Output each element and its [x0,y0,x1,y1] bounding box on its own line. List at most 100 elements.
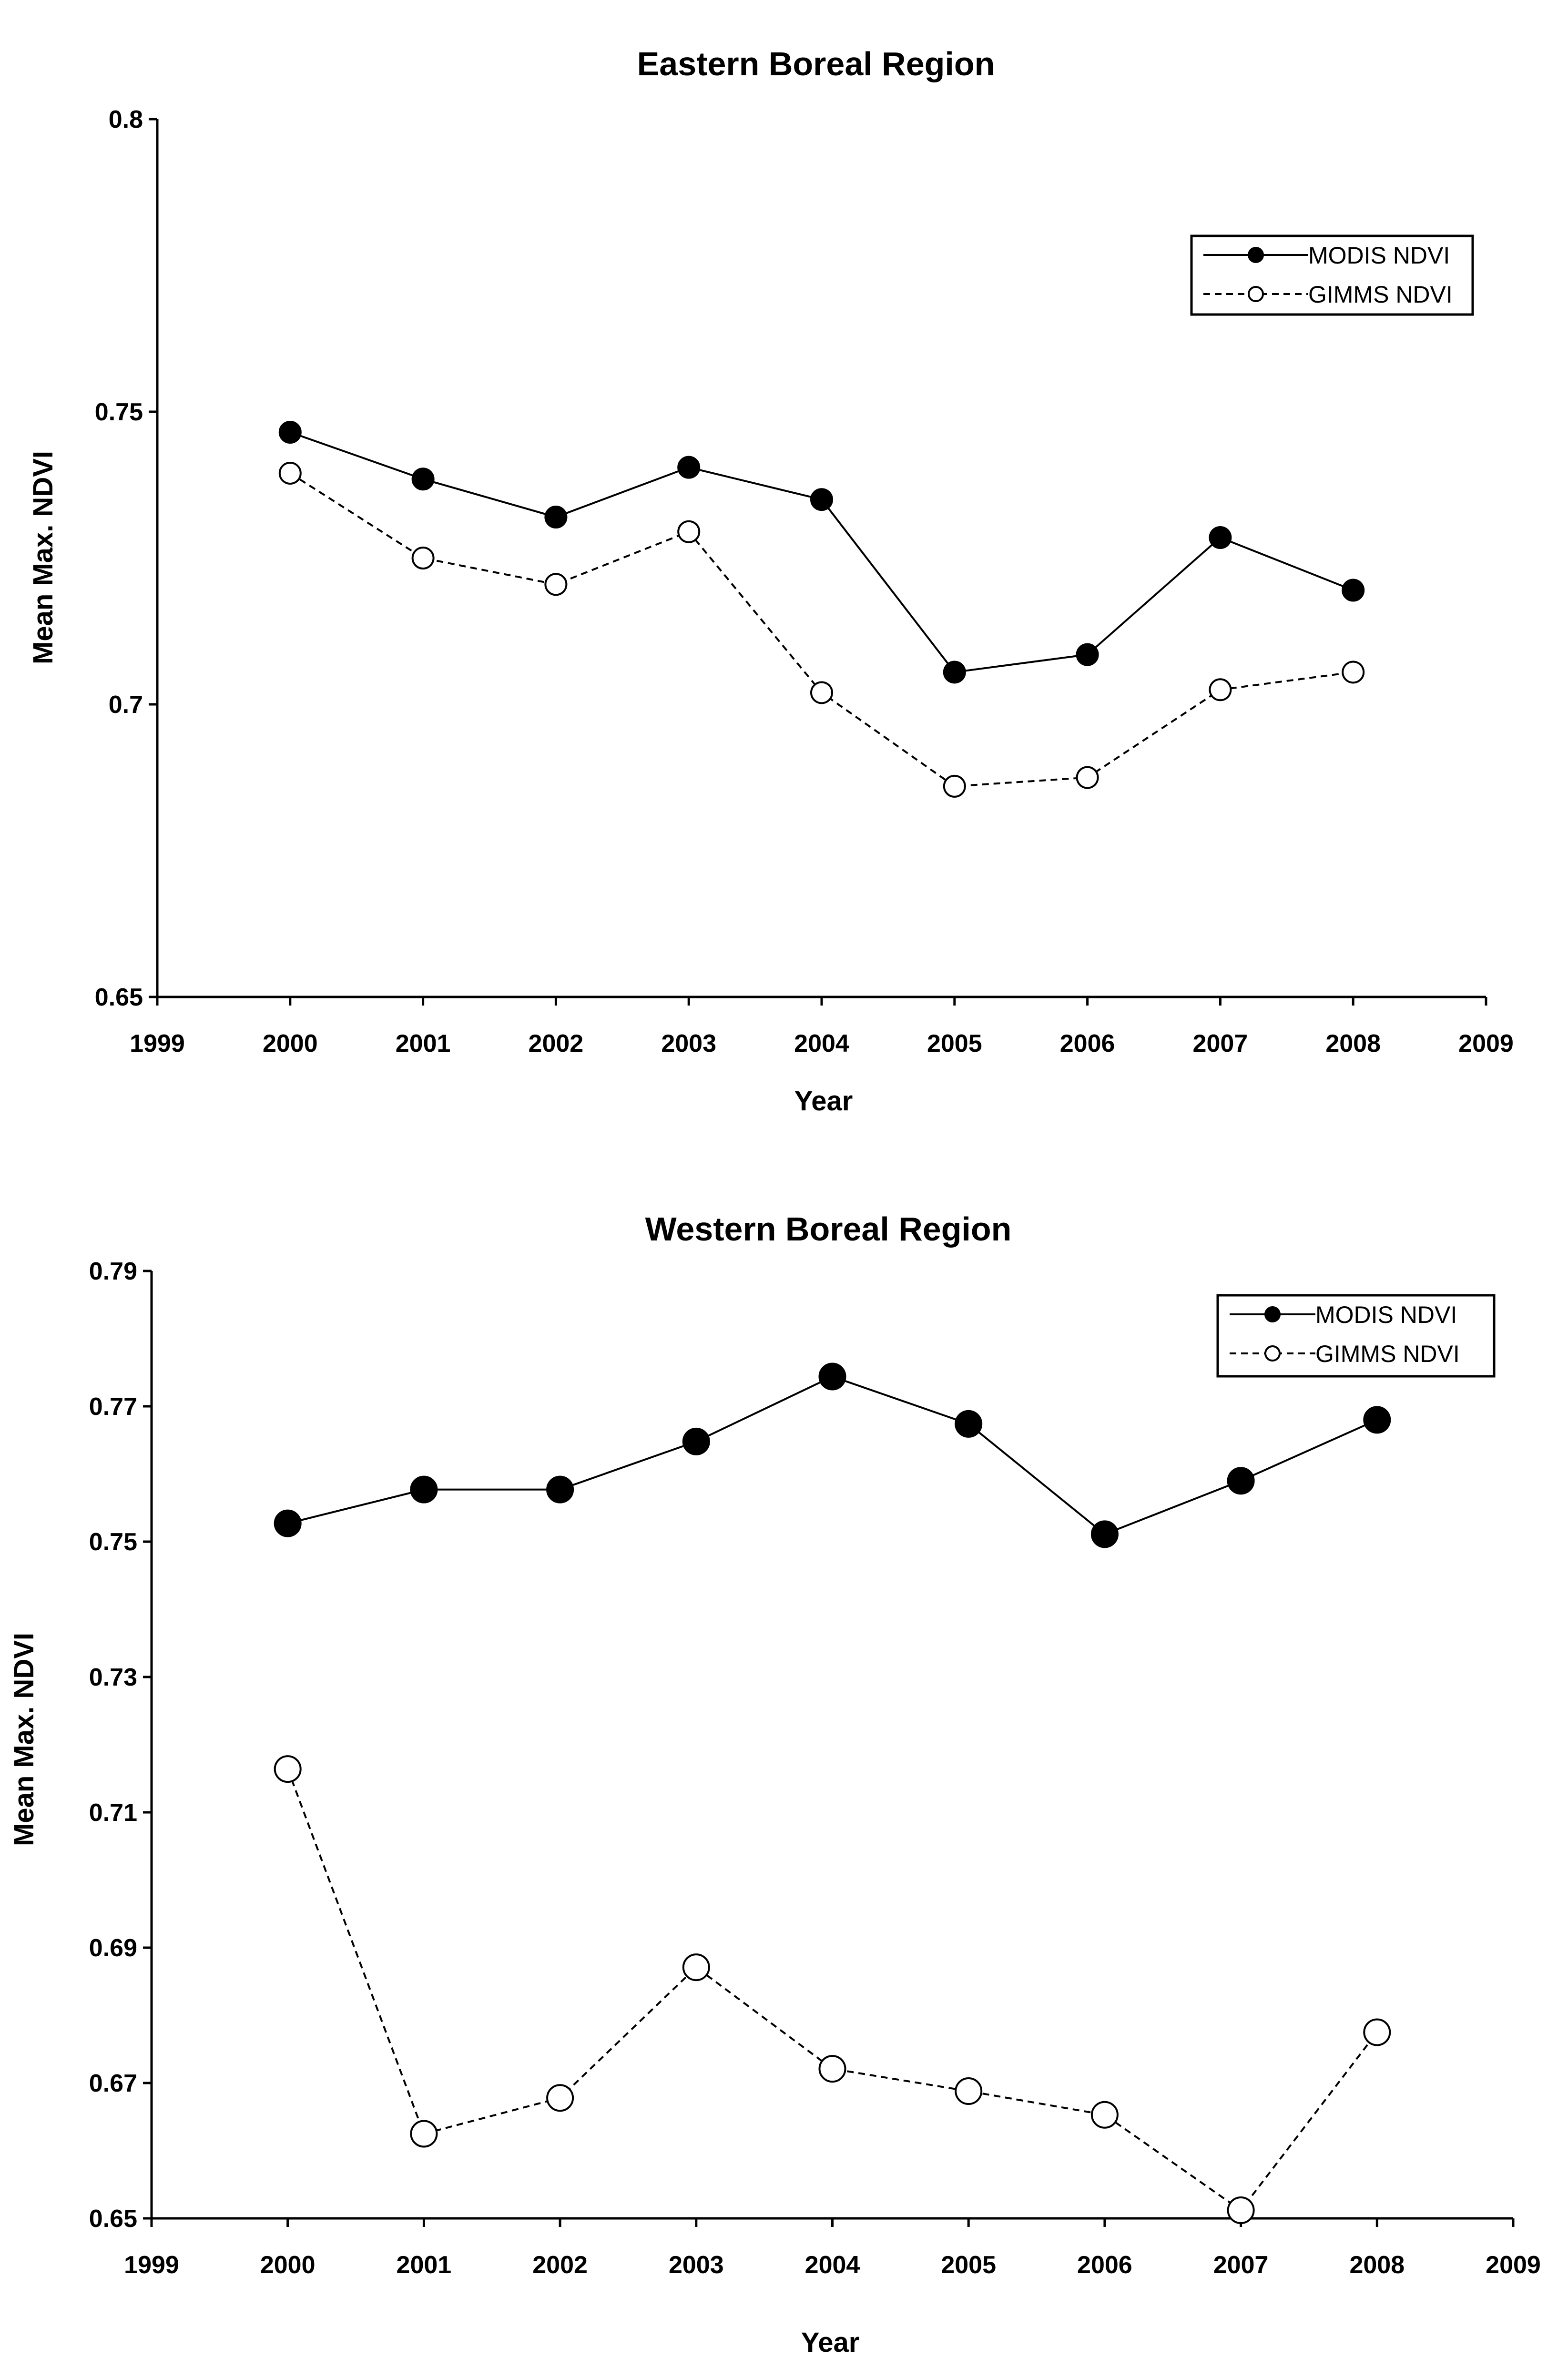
point-gimms-2000 [274,1755,302,1783]
y-axis-label: Mean Max. NDVI [9,1633,40,1846]
x-tick-label: 2003 [669,2251,724,2279]
point-gimms-2005 [943,774,966,798]
series-line-modis [287,1375,1378,1535]
chart-western-boreal: Western Boreal Region 0.650.670.690.710.… [9,1210,1541,2358]
point-gimms-2003 [677,520,701,543]
x-tick-label: 2006 [1077,2251,1132,2279]
x-tick-label: 2000 [263,1030,318,1057]
y-axis-ticks: 0.65 0.7 0.75 0.8 [95,106,157,1011]
x-tick-label: 1999 [130,1030,185,1057]
y-tick-label: 0.75 [89,1528,137,1556]
series-lines [289,431,1354,787]
point-modis-2005 [955,1410,983,1438]
point-gimms-2007 [1227,2196,1255,2224]
y-tick-label: 0.67 [89,2070,137,2097]
legend-label-modis: MODIS NDVI [1308,242,1450,269]
x-axis-ticks: 1999 2000 2001 2002 2003 2004 2005 2006 2007 2008… [124,2218,1541,2279]
point-modis-2000 [274,1509,302,1537]
point-modis-2001 [411,468,435,491]
legend-label-gimms: GIMMS NDVI [1315,1341,1460,1367]
y-tick-label: 0.71 [89,1799,137,1827]
x-tick-label: 2001 [397,2251,452,2279]
x-tick-label: 2009 [1486,2251,1541,2279]
x-tick-label: 2009 [1458,1030,1514,1057]
point-modis-2001 [410,1475,438,1504]
legend: MODIS NDVI GIMMS NDVI [1216,1294,1496,1378]
point-gimms-2001 [411,547,435,569]
x-tick-label: 2007 [1193,1030,1248,1057]
point-modis-2006 [1076,643,1099,666]
x-tick-label: 2002 [529,1030,584,1057]
y-tick-label: 0.77 [89,1393,137,1421]
point-gimms-2002 [546,2084,574,2112]
x-tick-label: 2001 [396,1030,451,1057]
x-tick-label: 2002 [532,2251,588,2279]
chart-title: Western Boreal Region [645,1210,1012,1248]
x-axis-ticks: 1999 2000 2001 2002 2003 2004 2005 2006 2007 2008… [130,997,1514,1057]
x-tick-label: 2005 [927,1030,982,1057]
y-tick-label: 0.79 [89,1258,137,1285]
point-modis-2006 [1090,1520,1119,1548]
series-line-gimms [286,1768,1378,2212]
legend: MODIS NDVI GIMMS NDVI [1190,234,1474,316]
x-tick-label: 2008 [1325,1030,1381,1057]
point-modis-2008 [1342,579,1365,602]
legend-label-modis: MODIS NDVI [1315,1301,1457,1328]
x-tick-label: 2006 [1060,1030,1115,1057]
point-gimms-2000 [278,461,302,485]
point-gimms-2008 [1342,661,1365,684]
x-axis-label: Year [794,1086,853,1117]
point-modis-2002 [546,1475,574,1504]
point-gimms-2006 [1076,766,1099,789]
y-tick-label: 0.73 [89,1664,137,1691]
point-gimms-2004 [810,681,833,704]
point-modis-2007 [1227,1467,1255,1495]
legend-marker-modis [1248,247,1264,263]
y-axis-label: Mean Max. NDVI [28,451,59,664]
y-tick-label: 0.8 [109,106,143,133]
series-points [278,420,1365,798]
series-points [274,1362,1391,2224]
x-tick-label: 2003 [661,1030,716,1057]
point-modis-2008 [1363,1406,1391,1434]
legend-box [1216,1294,1496,1378]
y-axis-ticks: 0.65 0.67 0.69 0.71 0.73 0.75 0.77 0.79 [89,1258,152,2233]
x-tick-label: 2004 [805,2251,860,2279]
point-gimms-2003 [682,1953,710,1982]
point-modis-2007 [1209,526,1232,549]
series-line-gimms [289,472,1354,787]
series-lines [286,1375,1378,2212]
x-tick-label: 1999 [124,2251,179,2279]
x-tick-label: 2004 [794,1030,849,1057]
y-tick-label: 0.69 [89,1934,137,1962]
x-tick-label: 2007 [1213,2251,1269,2279]
point-gimms-2006 [1090,2101,1119,2129]
x-tick-label: 2005 [941,2251,996,2279]
legend-marker-gimms [1248,286,1264,302]
legend-label-gimms: GIMMS NDVI [1308,281,1453,308]
point-modis-2003 [682,1427,710,1455]
y-tick-label: 0.7 [109,691,143,719]
point-modis-2004 [810,488,833,511]
y-tick-label: 0.65 [89,2205,137,2233]
point-gimms-2004 [818,2055,846,2083]
point-modis-2002 [544,506,568,529]
y-tick-label: 0.65 [95,984,143,1011]
point-modis-2005 [943,661,966,684]
point-gimms-2008 [1363,2018,1391,2046]
legend-marker-gimms [1264,1345,1281,1362]
chart-eastern-boreal: Eastern Boreal Region 0.65 0.7 0.75 0.8 199… [28,45,1514,1117]
y-tick-label: 0.75 [95,398,143,426]
point-gimms-2007 [1209,678,1232,701]
point-modis-2003 [677,456,701,479]
point-gimms-2001 [410,2120,438,2148]
x-tick-label: 2000 [260,2251,316,2279]
point-modis-2004 [818,1362,846,1391]
point-gimms-2005 [955,2077,983,2105]
series-line-modis [290,431,1354,673]
point-gimms-2002 [544,573,568,596]
legend-marker-modis [1264,1306,1281,1322]
x-tick-label: 2008 [1349,2251,1405,2279]
legend-box [1190,234,1474,316]
